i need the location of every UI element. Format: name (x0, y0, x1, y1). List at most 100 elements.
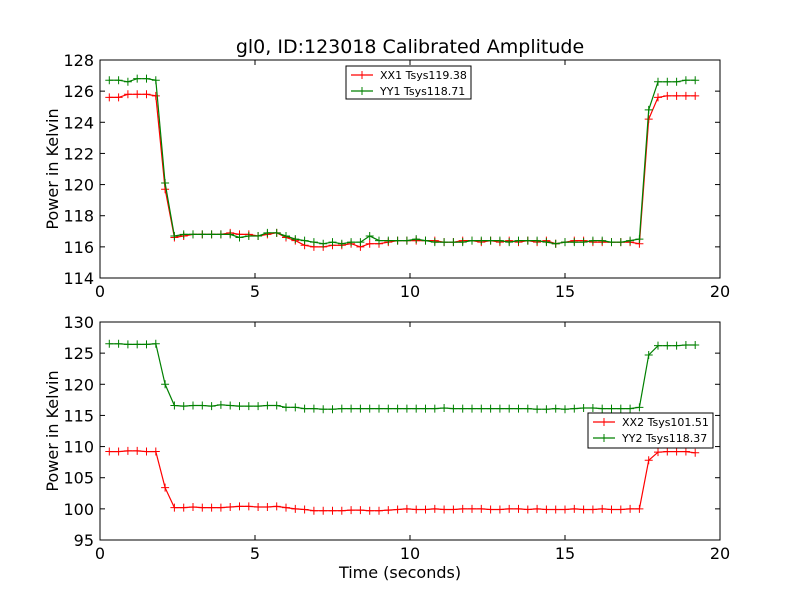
data-point (393, 505, 402, 514)
data-point (607, 238, 616, 247)
data-point (226, 401, 235, 410)
x-axis-label: Time (seconds) (338, 563, 461, 582)
data-point (412, 235, 421, 244)
data-point (319, 239, 328, 248)
data-point (626, 236, 635, 245)
data-point (123, 90, 132, 99)
data-point (151, 91, 160, 100)
data-point (402, 236, 411, 245)
data-point (272, 228, 281, 237)
data-point (375, 236, 383, 245)
data-point (514, 504, 523, 513)
data-point (542, 238, 551, 247)
data-point (458, 404, 467, 413)
data-point (672, 447, 681, 456)
data-point (681, 341, 690, 350)
data-point (142, 447, 151, 456)
data-point (347, 506, 356, 515)
y-tick-label: 116 (63, 238, 94, 257)
series-2 (105, 339, 700, 414)
data-point (551, 505, 560, 514)
data-point (328, 405, 337, 414)
y-tick-label: 120 (63, 375, 94, 394)
series-1 (105, 446, 700, 515)
data-point (179, 402, 188, 411)
data-point (337, 239, 346, 248)
data-point (691, 76, 700, 85)
y-tick-label: 118 (63, 207, 94, 226)
data-point (458, 504, 467, 513)
data-point (458, 238, 467, 247)
data-point (151, 339, 160, 348)
data-point (235, 402, 244, 411)
data-point (189, 230, 197, 239)
y-tick-label: 114 (63, 269, 94, 288)
data-point (468, 236, 476, 245)
data-point (561, 405, 569, 414)
data-point (272, 502, 281, 511)
data-point (542, 405, 551, 414)
data-point (365, 239, 374, 248)
data-point (365, 506, 374, 515)
data-point (244, 402, 253, 411)
data-point (402, 404, 411, 413)
data-point (198, 503, 207, 512)
data-point (449, 505, 458, 514)
data-point (207, 230, 216, 239)
data-point (114, 76, 123, 85)
data-point (598, 236, 607, 245)
y-tick-label: 128 (63, 51, 94, 70)
data-point (588, 236, 597, 245)
y-tick-label: 100 (63, 500, 94, 519)
data-point (654, 341, 662, 350)
data-point (393, 404, 402, 413)
data-point (282, 503, 290, 512)
data-point (570, 238, 579, 247)
y-tick-label: 122 (63, 144, 94, 163)
data-point (142, 74, 151, 83)
data-point (105, 447, 114, 456)
data-point (486, 404, 495, 413)
data-point (654, 77, 662, 86)
chart-title: gl0, ID:123018 Calibrated Amplitude (236, 36, 584, 58)
data-point (291, 504, 300, 513)
y-tick-label: 120 (63, 176, 94, 195)
data-point (505, 404, 514, 413)
data-point (384, 506, 393, 515)
data-point (179, 503, 188, 512)
data-point (235, 502, 244, 511)
data-point (114, 93, 123, 102)
data-point (468, 404, 476, 413)
data-point (123, 340, 132, 349)
data-point (254, 402, 263, 411)
data-point (402, 504, 411, 513)
data-point (449, 404, 458, 413)
data-point (495, 404, 504, 413)
data-point (523, 236, 532, 245)
data-point (635, 235, 644, 244)
legend-marker (600, 434, 608, 442)
data-point (161, 483, 170, 492)
data-point (542, 505, 551, 514)
data-point (309, 506, 318, 515)
series-2 (105, 74, 700, 248)
legend: XX2 Tsys101.51 YY2 Tsys118.37 (587, 412, 714, 449)
data-point (533, 405, 542, 414)
data-point (170, 503, 179, 512)
data-point (375, 404, 383, 413)
data-point (607, 505, 616, 514)
data-point (263, 401, 272, 410)
series-line (109, 78, 696, 245)
data-point (114, 339, 123, 348)
data-point (691, 448, 700, 457)
data-point (421, 236, 430, 245)
legend-entry-label: YY1 Tsys118.71 (379, 85, 465, 98)
x-tick-label: 10 (400, 544, 420, 563)
y-tick-label: 124 (63, 113, 94, 132)
data-point (375, 506, 383, 515)
data-point (207, 402, 216, 411)
data-point (133, 340, 142, 349)
data-point (337, 506, 346, 515)
data-point (598, 404, 607, 413)
